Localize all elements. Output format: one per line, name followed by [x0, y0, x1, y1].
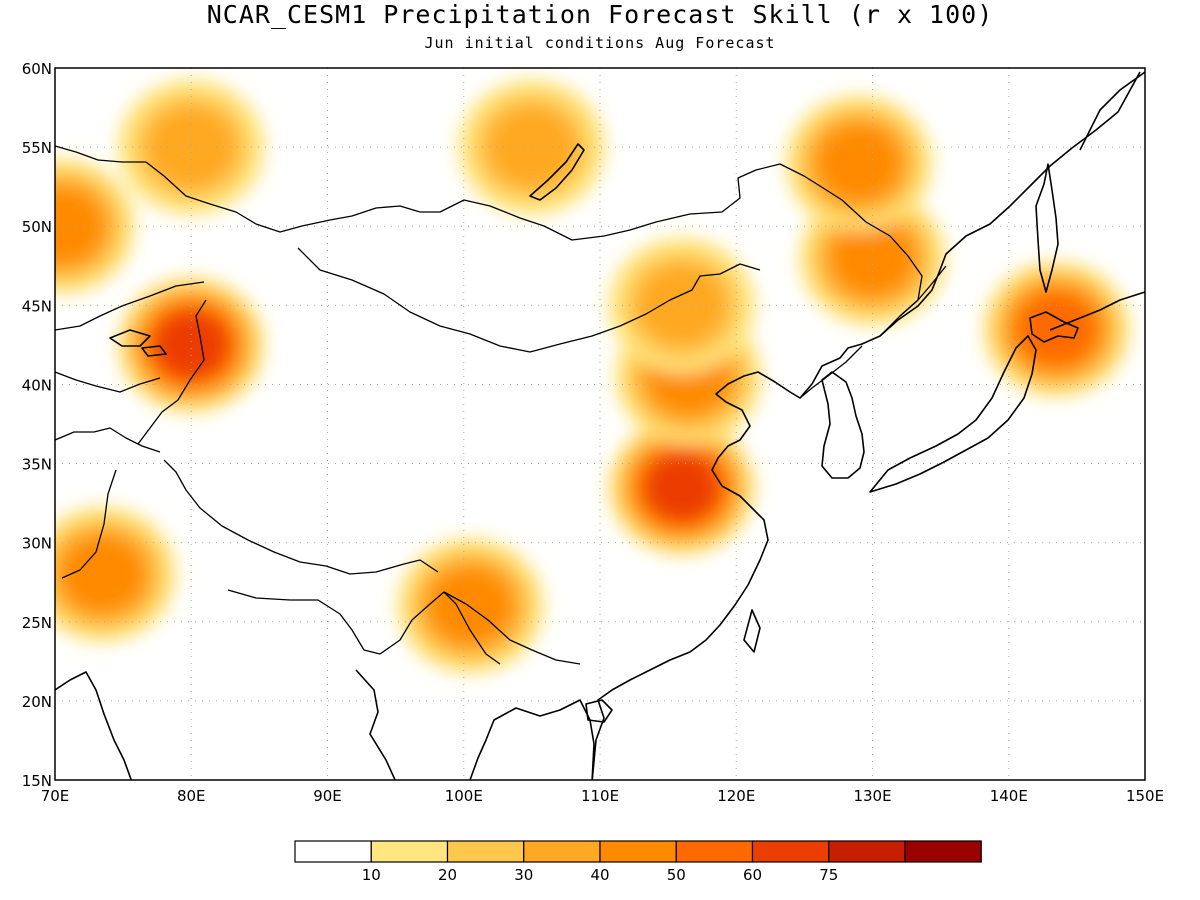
colorbar-swatch	[523, 840, 601, 863]
colorbar-label: 20	[438, 866, 457, 884]
lat-tick-label: 50N	[22, 218, 52, 236]
skill-region	[117, 276, 265, 414]
coastline-kamchatka	[1049, 291, 1145, 331]
colorbar-label: 75	[819, 866, 838, 884]
skill-region	[982, 260, 1131, 398]
coastlines	[55, 71, 1145, 780]
colorbar-swatch	[751, 840, 830, 863]
lon-tick-label: 70E	[41, 787, 70, 805]
lat-tick-label: 60N	[22, 60, 52, 78]
lake-baikal	[529, 143, 585, 201]
skill-region	[396, 537, 545, 675]
coastline-sakhalin	[1035, 163, 1059, 293]
lon-tick-label: 110E	[581, 787, 619, 805]
border-india-myanmar	[227, 589, 501, 665]
border-china-indochina	[443, 591, 581, 665]
lat-tick-label: 35N	[22, 456, 52, 474]
coastline-indochina	[469, 699, 595, 780]
map-title: NCAR_CESM1 Precipitation Forecast Skill …	[206, 0, 994, 29]
lon-tick-label: 80E	[177, 787, 206, 805]
coastline-hokkaido	[1029, 311, 1079, 343]
colorbar-label: 10	[362, 866, 381, 884]
border-central-asia	[55, 281, 205, 393]
colorbar-swatch	[370, 840, 449, 863]
lat-tick-label: 45N	[22, 297, 52, 315]
colorbar-label: 30	[514, 866, 533, 884]
colorbar-swatch	[828, 840, 906, 863]
colorbar-swatch	[599, 840, 677, 863]
skill-region	[55, 506, 177, 643]
border-korea-china	[799, 345, 863, 399]
coastline-korea	[821, 371, 865, 479]
map-frame	[54, 67, 1146, 781]
lat-tick-label: 40N	[22, 376, 52, 394]
coastline-hainan	[585, 699, 613, 723]
colorbar-label: 60	[743, 866, 762, 884]
colorbar-swatch	[904, 840, 982, 863]
border-afghanistan-pakistan	[55, 427, 161, 579]
colorbar-swatch	[294, 840, 372, 863]
map-subtitle: Jun initial conditions Aug Forecast	[424, 34, 776, 52]
lon-tick-label: 130E	[853, 787, 891, 805]
skill-region	[55, 158, 136, 295]
lon-tick-label: 100E	[445, 787, 483, 805]
border-kazakhstan-china	[137, 299, 207, 445]
lon-tick-label: 90E	[313, 787, 342, 805]
lat-tick-label: 55N	[22, 139, 52, 157]
border-mongolia-china	[297, 247, 761, 353]
colorbar-label: 40	[590, 866, 609, 884]
lon-tick-label: 120E	[717, 787, 755, 805]
coastline-taiwan	[743, 609, 761, 653]
skill-field	[55, 78, 1131, 675]
lat-tick-label: 15N	[22, 772, 52, 790]
coastline-india	[55, 669, 396, 780]
lon-tick-label: 150E	[1126, 787, 1164, 805]
coastline-china	[591, 71, 1141, 780]
lat-tick-label: 30N	[22, 535, 52, 553]
lat-tick-label: 25N	[22, 614, 52, 632]
lake-issykkul	[141, 345, 167, 357]
skill-region	[608, 237, 756, 374]
border-russia-kazakhstan-mongolia-china	[55, 145, 923, 317]
colorbar-label: 50	[667, 866, 686, 884]
lat-tick-label: 20N	[22, 693, 52, 711]
lon-tick-label: 140E	[990, 787, 1028, 805]
country-borders	[55, 145, 947, 665]
skill-region	[785, 94, 933, 232]
border-russia-china-east	[879, 265, 947, 337]
coastline-japan	[869, 335, 1037, 493]
colorbar-swatch	[675, 840, 754, 863]
lake-balkhash	[109, 329, 151, 347]
colorbar: 10 20 30 40 50 60 75	[294, 840, 982, 884]
coastline-okhotsk	[1079, 71, 1145, 151]
skill-region	[608, 419, 756, 556]
colorbar-swatch	[446, 840, 525, 863]
border-tibet-himalaya	[163, 459, 439, 575]
